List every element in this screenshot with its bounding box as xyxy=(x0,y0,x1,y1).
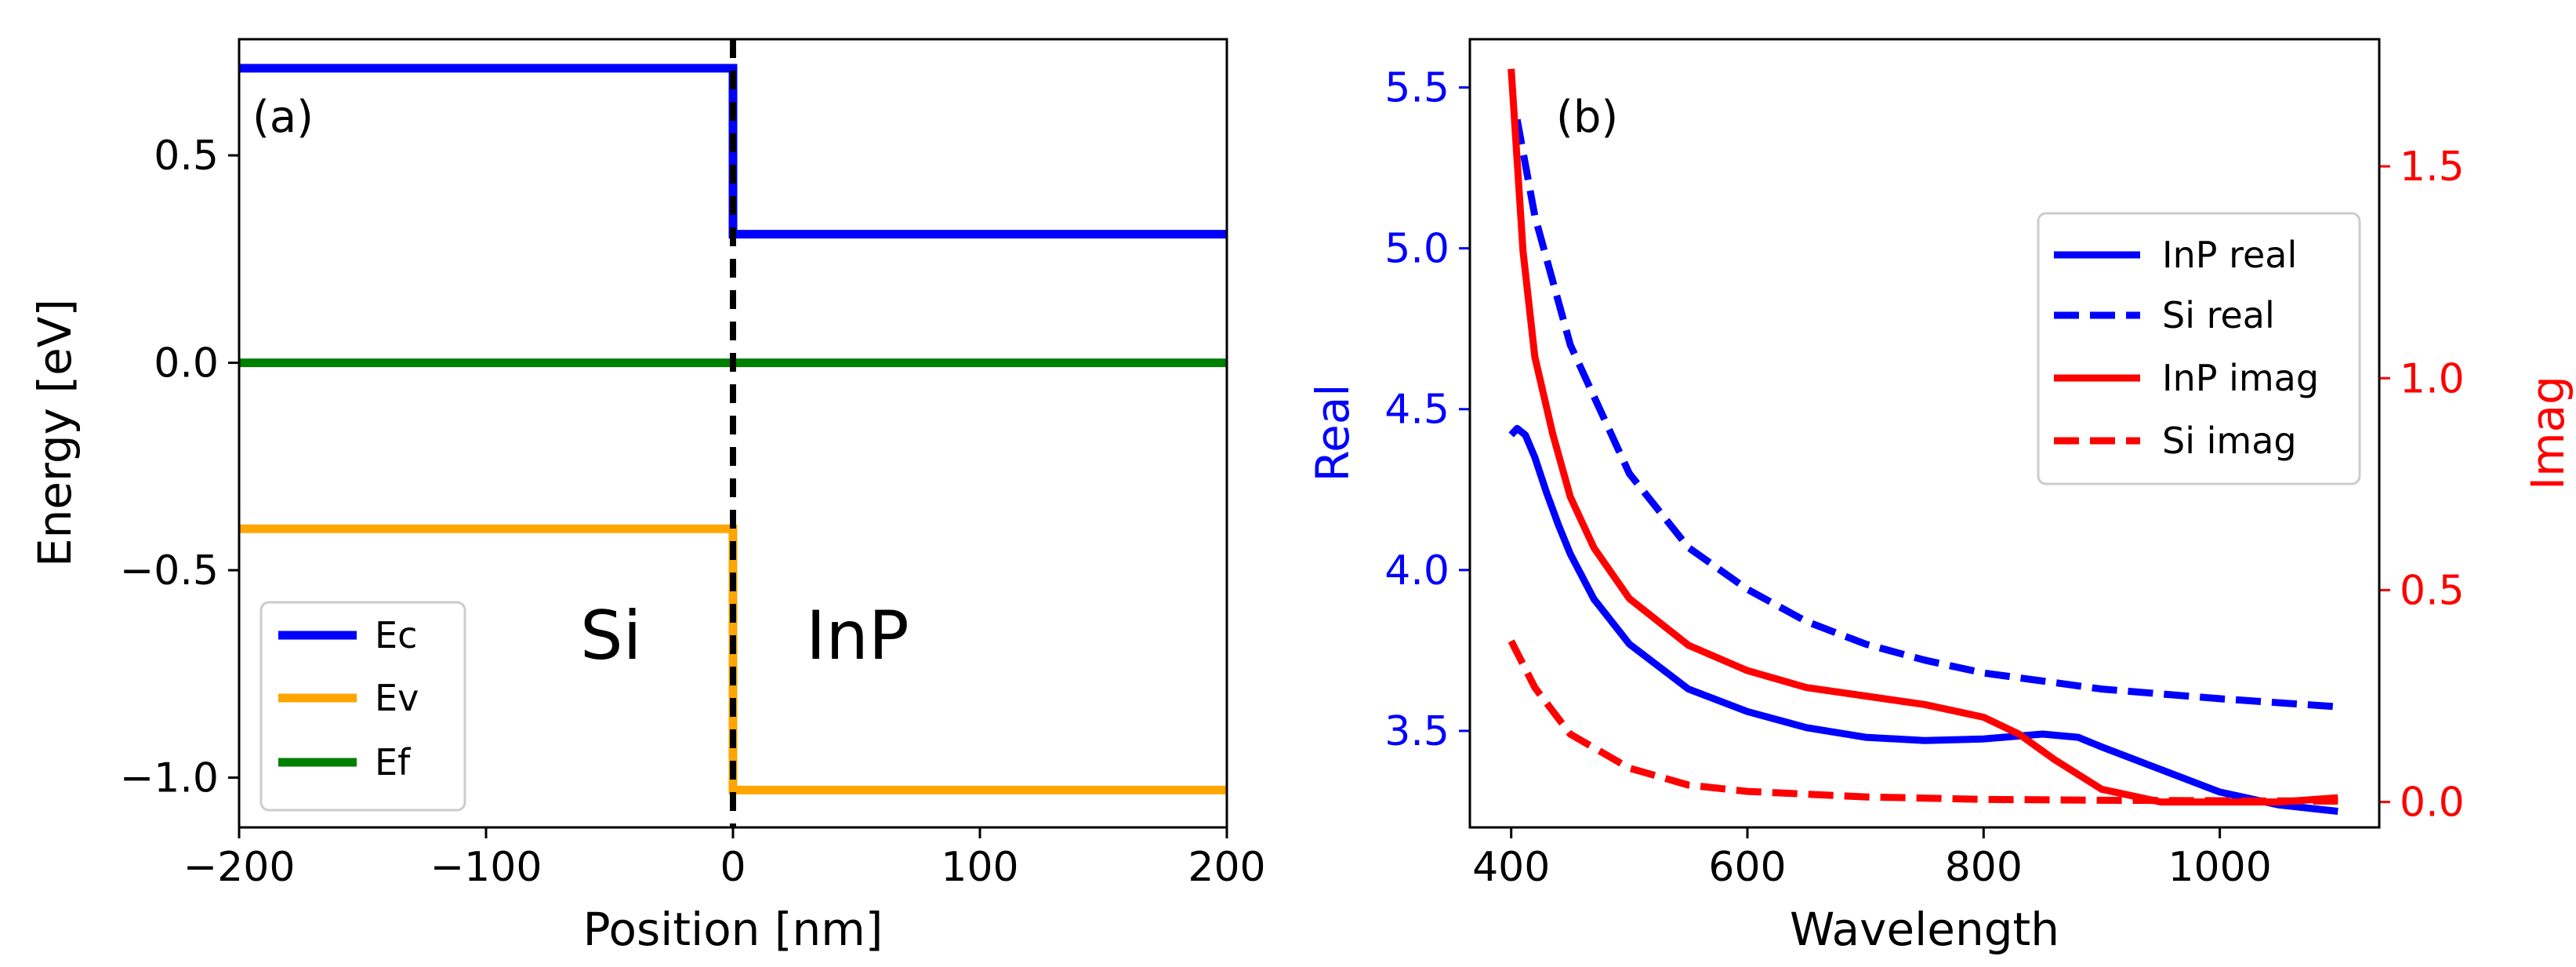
b-ytick-left-label: 4.5 xyxy=(1384,387,1449,434)
a-ytick-label: 0.0 xyxy=(154,340,219,387)
b-ytick-right-label: 1.0 xyxy=(2400,355,2465,402)
b-ytick-left-label: 5.0 xyxy=(1384,226,1449,273)
panel-b-ticks: 400 600 800 1000 3.5 4.0 4.5 5.0 5.5 0.0 0.5 1.0 1.5 xyxy=(1384,65,2464,891)
legend-label-si-imag: Si imag xyxy=(2162,420,2297,462)
b-ytick-right-label: 1.5 xyxy=(2400,144,2465,191)
panel-a-frame xyxy=(238,38,1228,829)
b-ytick-right-label: 0.0 xyxy=(2400,780,2465,827)
b-xtick-label: 1000 xyxy=(2168,844,2271,891)
panel-b-xlabel: Wavelength xyxy=(1790,903,2059,956)
panel-a-ylabel: Energy [eV] xyxy=(28,299,82,567)
panel-a: −200 −100 0 100 200 0.5 0.0 −0.5 −1.0 (a) Si InP… xyxy=(28,38,1266,956)
panel-b-legend-box xyxy=(2037,212,2361,485)
b-ytick-left-label: 4.0 xyxy=(1384,547,1449,594)
series-line-ev xyxy=(239,524,1227,794)
b-xtick-label: 600 xyxy=(1708,844,1786,891)
b-ytick-left-label: 5.5 xyxy=(1384,65,1449,112)
region-label-inp: InP xyxy=(806,597,909,675)
legend-label-inp-imag: InP imag xyxy=(2162,357,2319,399)
panel-a-ticks: −200 −100 0 100 200 0.5 0.0 −0.5 −1.0 xyxy=(120,133,1266,891)
panel-a-xlabel: Position [nm] xyxy=(583,903,883,956)
region-label-si: Si xyxy=(580,597,641,675)
a-xtick-label: −200 xyxy=(183,844,296,891)
a-xtick-label: 100 xyxy=(941,844,1018,891)
a-xtick-label: 200 xyxy=(1188,844,1265,891)
panel-b-frame xyxy=(1468,38,2381,829)
a-ytick-label: 0.5 xyxy=(154,133,219,180)
panel-b: 400 600 800 1000 3.5 4.0 4.5 5.0 5.5 0.0 0.5 1.0 1.5… xyxy=(1306,38,2574,956)
panel-b-ylabel-right: Imag xyxy=(2521,376,2574,490)
b-ytick-right-label: 0.5 xyxy=(2400,567,2465,614)
b-xtick-label: 400 xyxy=(1472,844,1550,891)
b-xtick-label: 800 xyxy=(1945,844,2023,891)
panel-b-ylabel-left: Real xyxy=(1306,384,1359,482)
panel-a-legend: Ec Ev Ef xyxy=(259,601,466,812)
panel-b-label: (b) xyxy=(1556,92,1618,143)
a-ytick-label: −0.5 xyxy=(120,547,219,594)
legend-label-ev: Ev xyxy=(375,677,419,719)
panel-b-series xyxy=(1508,68,2338,815)
a-ytick-label: −1.0 xyxy=(120,755,219,802)
a-xtick-label: 0 xyxy=(720,844,746,891)
series-line-si-real xyxy=(1513,118,2338,711)
panel-a-label: (a) xyxy=(252,92,314,143)
legend-label-ec: Ec xyxy=(375,614,417,656)
series-line-inp-real xyxy=(1508,424,2338,815)
b-ytick-left-label: 3.5 xyxy=(1384,708,1449,755)
series-line-si-imag xyxy=(1508,639,2338,805)
legend-label-inp-real: InP real xyxy=(2162,234,2297,276)
a-xtick-label: −100 xyxy=(430,844,542,891)
panel-b-legend: InP real Si real InP imag Si imag xyxy=(2037,212,2361,485)
legend-label-ef: Ef xyxy=(375,741,412,783)
legend-label-si-real: Si real xyxy=(2162,294,2275,336)
